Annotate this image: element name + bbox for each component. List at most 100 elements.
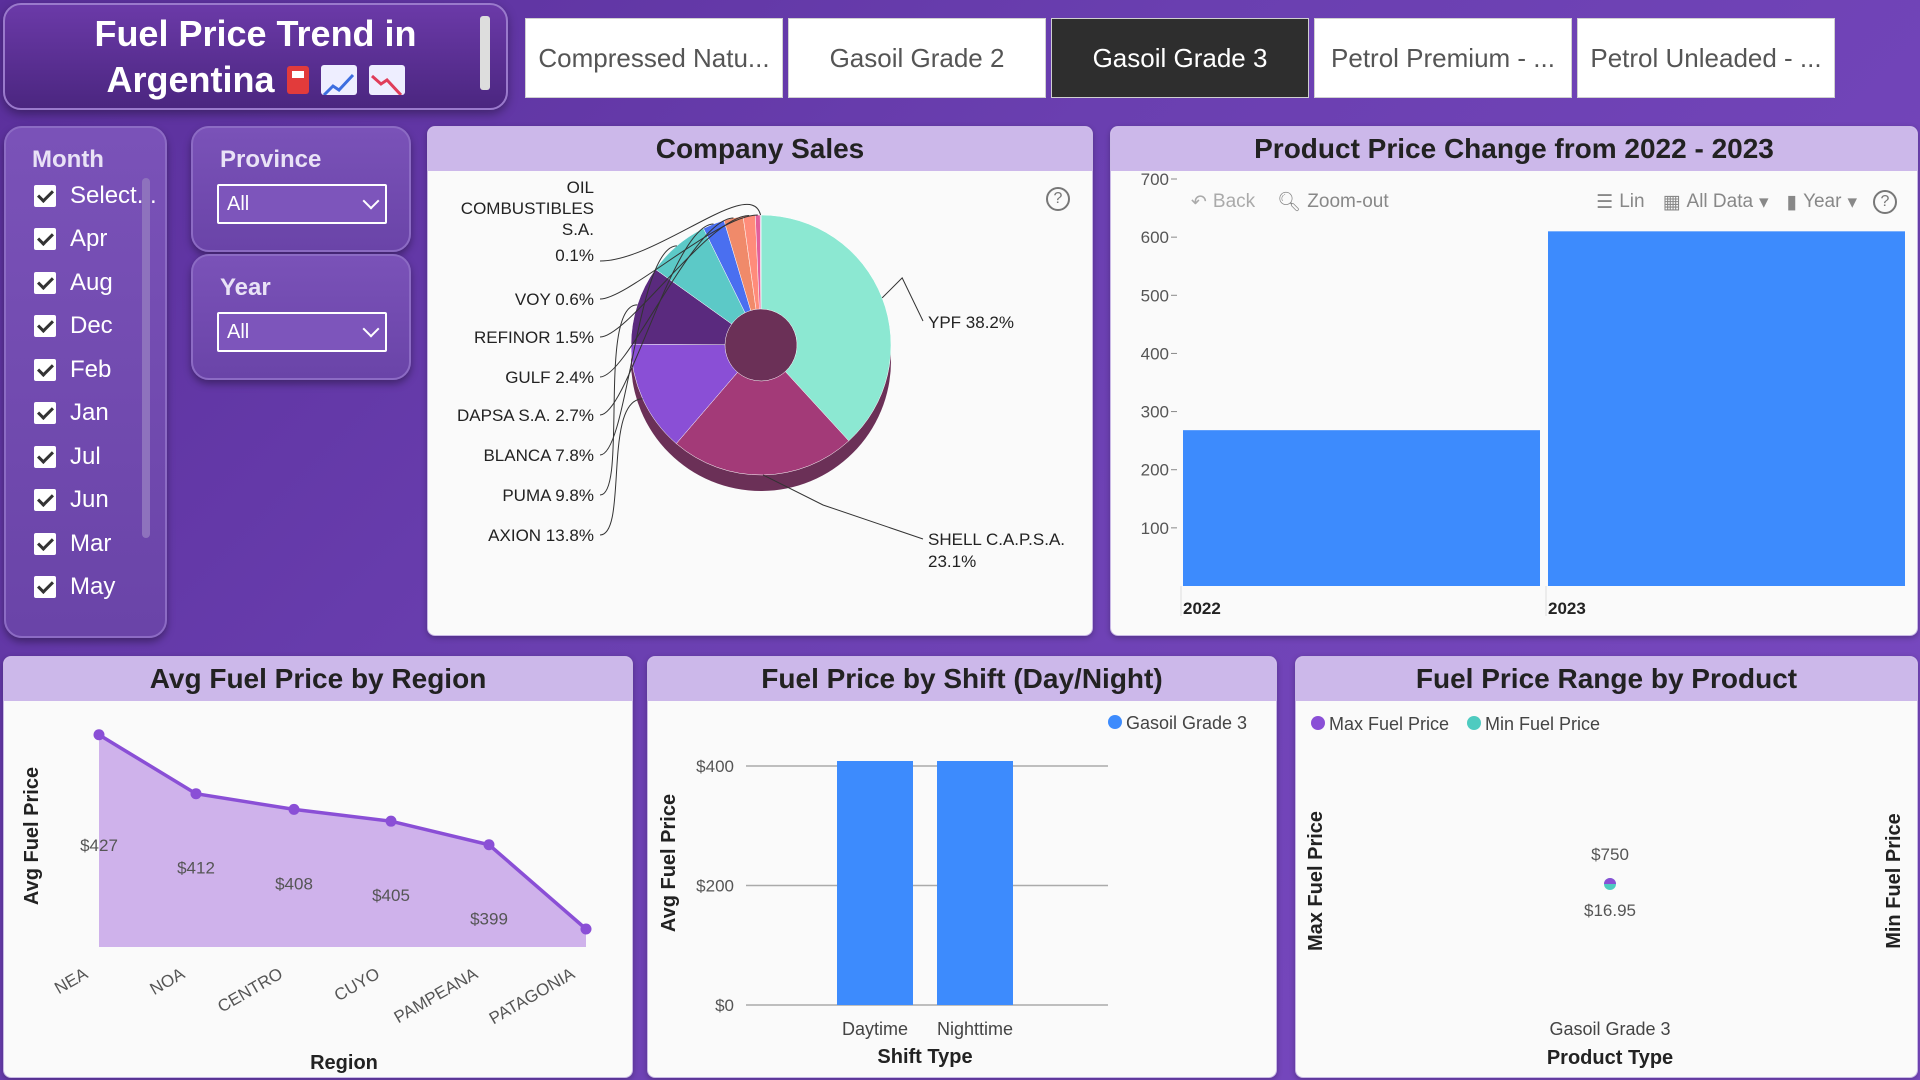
- leader-line: [599, 214, 758, 300]
- chevron-down-icon: [362, 192, 380, 210]
- checkbox-checked-icon[interactable]: [34, 228, 56, 251]
- donut-label-axion: AXION 13.8%: [488, 526, 594, 545]
- province-dropdown[interactable]: All: [217, 184, 387, 224]
- leader-line: [599, 217, 734, 378]
- legend-dot: [1311, 716, 1325, 730]
- checkbox-checked-icon[interactable]: [34, 576, 56, 599]
- legend-label: Gasoil Grade 3: [1126, 713, 1247, 733]
- tab-petrol-unleaded[interactable]: Petrol Unleaded - ...: [1577, 18, 1835, 98]
- month-option[interactable]: Feb: [34, 348, 157, 392]
- donut-label-refinor: REFINOR 1.5%: [474, 328, 594, 347]
- price-change-bar-chart: 100 200 300 400 500 600 700 2022 2023: [1141, 171, 1905, 618]
- y-tick-label: $200: [696, 877, 734, 896]
- x-tick-label: 2022: [1183, 599, 1221, 618]
- shift-title: Fuel Price by Shift (Day/Night): [648, 657, 1276, 701]
- month-option[interactable]: Jan: [34, 392, 157, 436]
- scale-lin-button[interactable]: ☰ Lin: [1596, 191, 1644, 214]
- dashboard-title-box: Fuel Price Trend in Argentina: [3, 3, 508, 110]
- donut-label-oil: COMBUSTIBLES: [461, 199, 594, 218]
- donut-label-shell: SHELL C.A.P.S.A.: [928, 530, 1065, 549]
- y-axis-label: Avg Fuel Price: [658, 794, 680, 932]
- leader-line: [881, 277, 924, 322]
- y-tick-label: 100: [1141, 519, 1169, 538]
- month-option-label: May: [70, 573, 116, 601]
- company-sales-panel: Company Sales ? YPF 38.2% SHELL C.A.P.S.A…: [427, 126, 1093, 636]
- dashboard-title-line2: Argentina: [106, 58, 275, 100]
- donut-slice-axion: [630, 343, 738, 444]
- all-data-dropdown[interactable]: ▦ All Data ▾: [1663, 191, 1769, 214]
- x-tick-label: PAMPEANA: [391, 964, 482, 1027]
- area-line: [98, 733, 588, 931]
- checkbox-checked-icon[interactable]: [34, 271, 56, 294]
- year-dropdown[interactable]: All: [217, 312, 387, 352]
- donut-label-puma: PUMA 9.8%: [502, 486, 594, 505]
- y-tick-label: $400: [696, 757, 734, 776]
- legend-dot: [1108, 715, 1122, 729]
- shift-bar-chart: Gasoil Grade 3 $0 $200 $400 Daytime Nighttime…: [658, 713, 1247, 1068]
- month-option[interactable]: Dec: [34, 305, 157, 349]
- shift-panel: Fuel Price by Shift (Day/Night) Gasoil G…: [647, 656, 1277, 1078]
- leader-line: [599, 203, 762, 262]
- tab-petrol-premium[interactable]: Petrol Premium - ...: [1314, 18, 1572, 98]
- checkbox-checked-icon[interactable]: [34, 489, 56, 512]
- y-tick-label: 300: [1141, 403, 1169, 422]
- leader-line: [599, 245, 677, 456]
- zoom-out-button[interactable]: 🔍︎ Zoom-out: [1277, 190, 1388, 214]
- company-sales-donut-chart: YPF 38.2% SHELL C.A.P.S.A. 23.1% AXION 13.8…: [457, 178, 1065, 571]
- back-arrow-icon: ↶: [1191, 191, 1207, 213]
- help-icon[interactable]: ?: [1046, 187, 1070, 211]
- year-granularity-dropdown[interactable]: ▮ Year ▾: [1787, 191, 1857, 214]
- month-slicer-scrollbar[interactable]: [142, 178, 150, 538]
- title-scrollbar[interactable]: [480, 16, 490, 90]
- y-tick-label: 700: [1141, 171, 1169, 189]
- month-option[interactable]: Jul: [34, 435, 157, 479]
- tab-compressed-natural-gas[interactable]: Compressed Natu...: [525, 18, 783, 98]
- zoom-out-button-label: Zoom-out: [1307, 191, 1389, 212]
- list-icon: ☰: [1596, 191, 1614, 213]
- month-option-label: Jun: [70, 486, 109, 514]
- data-point: [288, 803, 300, 815]
- leader-line: [599, 223, 714, 416]
- leader-line: [762, 474, 924, 540]
- chevron-down-icon: [362, 320, 380, 338]
- y-tick-label: 600: [1141, 228, 1169, 247]
- month-option[interactable]: Jun: [34, 479, 157, 523]
- month-option[interactable]: Mar: [34, 522, 157, 566]
- y-axis-label: Avg Fuel Price: [21, 767, 43, 905]
- tab-gasoil-grade-3[interactable]: Gasoil Grade 3: [1051, 18, 1309, 98]
- donut-label-oil: S.A.: [562, 220, 594, 239]
- price-change-title: Product Price Change from 2022 - 2023: [1111, 127, 1917, 171]
- donut-label-voy: VOY 0.6%: [515, 290, 594, 309]
- bar-daytime: [837, 761, 913, 1005]
- checkbox-checked-icon[interactable]: [34, 315, 56, 338]
- province-slicer: Province All: [191, 126, 411, 252]
- month-option[interactable]: Aug: [34, 261, 157, 305]
- month-option[interactable]: May: [34, 566, 157, 610]
- donut-slice-ypf: [760, 214, 892, 442]
- x-tick-label: Daytime: [842, 1019, 908, 1039]
- area-fill: [99, 734, 586, 947]
- month-option[interactable]: Select...: [34, 174, 157, 218]
- back-button[interactable]: ↶ Back: [1191, 191, 1255, 214]
- price-change-panel: Product Price Change from 2022 - 2023 ↶ B…: [1110, 126, 1918, 636]
- checkbox-checked-icon[interactable]: [34, 402, 56, 425]
- legend-dot: [1467, 716, 1481, 730]
- x-tick-label: Nighttime: [937, 1019, 1013, 1039]
- month-slicer-title: Month: [32, 146, 104, 173]
- checkbox-checked-icon[interactable]: [34, 184, 56, 207]
- avg-region-panel: Avg Fuel Price by Region $427 NEA $412 NOA $…: [3, 656, 633, 1078]
- x-axis-label: Product Type: [1547, 1047, 1673, 1069]
- year-granularity-dropdown-label: Year: [1803, 191, 1842, 212]
- checkbox-checked-icon[interactable]: [34, 532, 56, 555]
- checkbox-checked-icon[interactable]: [34, 445, 56, 468]
- month-slicer: Month Select... Apr Aug Dec Feb Jan Jul Jun Mar M…: [4, 126, 167, 638]
- donut-label-shell-pct: 23.1%: [928, 552, 976, 571]
- bar-chart-icon: ▮: [1786, 191, 1798, 213]
- tab-gasoil-grade-2[interactable]: Gasoil Grade 2: [788, 18, 1046, 98]
- year-slicer: Year All: [191, 254, 411, 380]
- donut-label-dapsa-s-a-: DAPSA S.A. 2.7%: [457, 406, 594, 425]
- legend-label: Min Fuel Price: [1485, 714, 1600, 734]
- month-option[interactable]: Apr: [34, 218, 157, 262]
- checkbox-checked-icon[interactable]: [34, 358, 56, 381]
- help-icon[interactable]: ?: [1873, 190, 1897, 214]
